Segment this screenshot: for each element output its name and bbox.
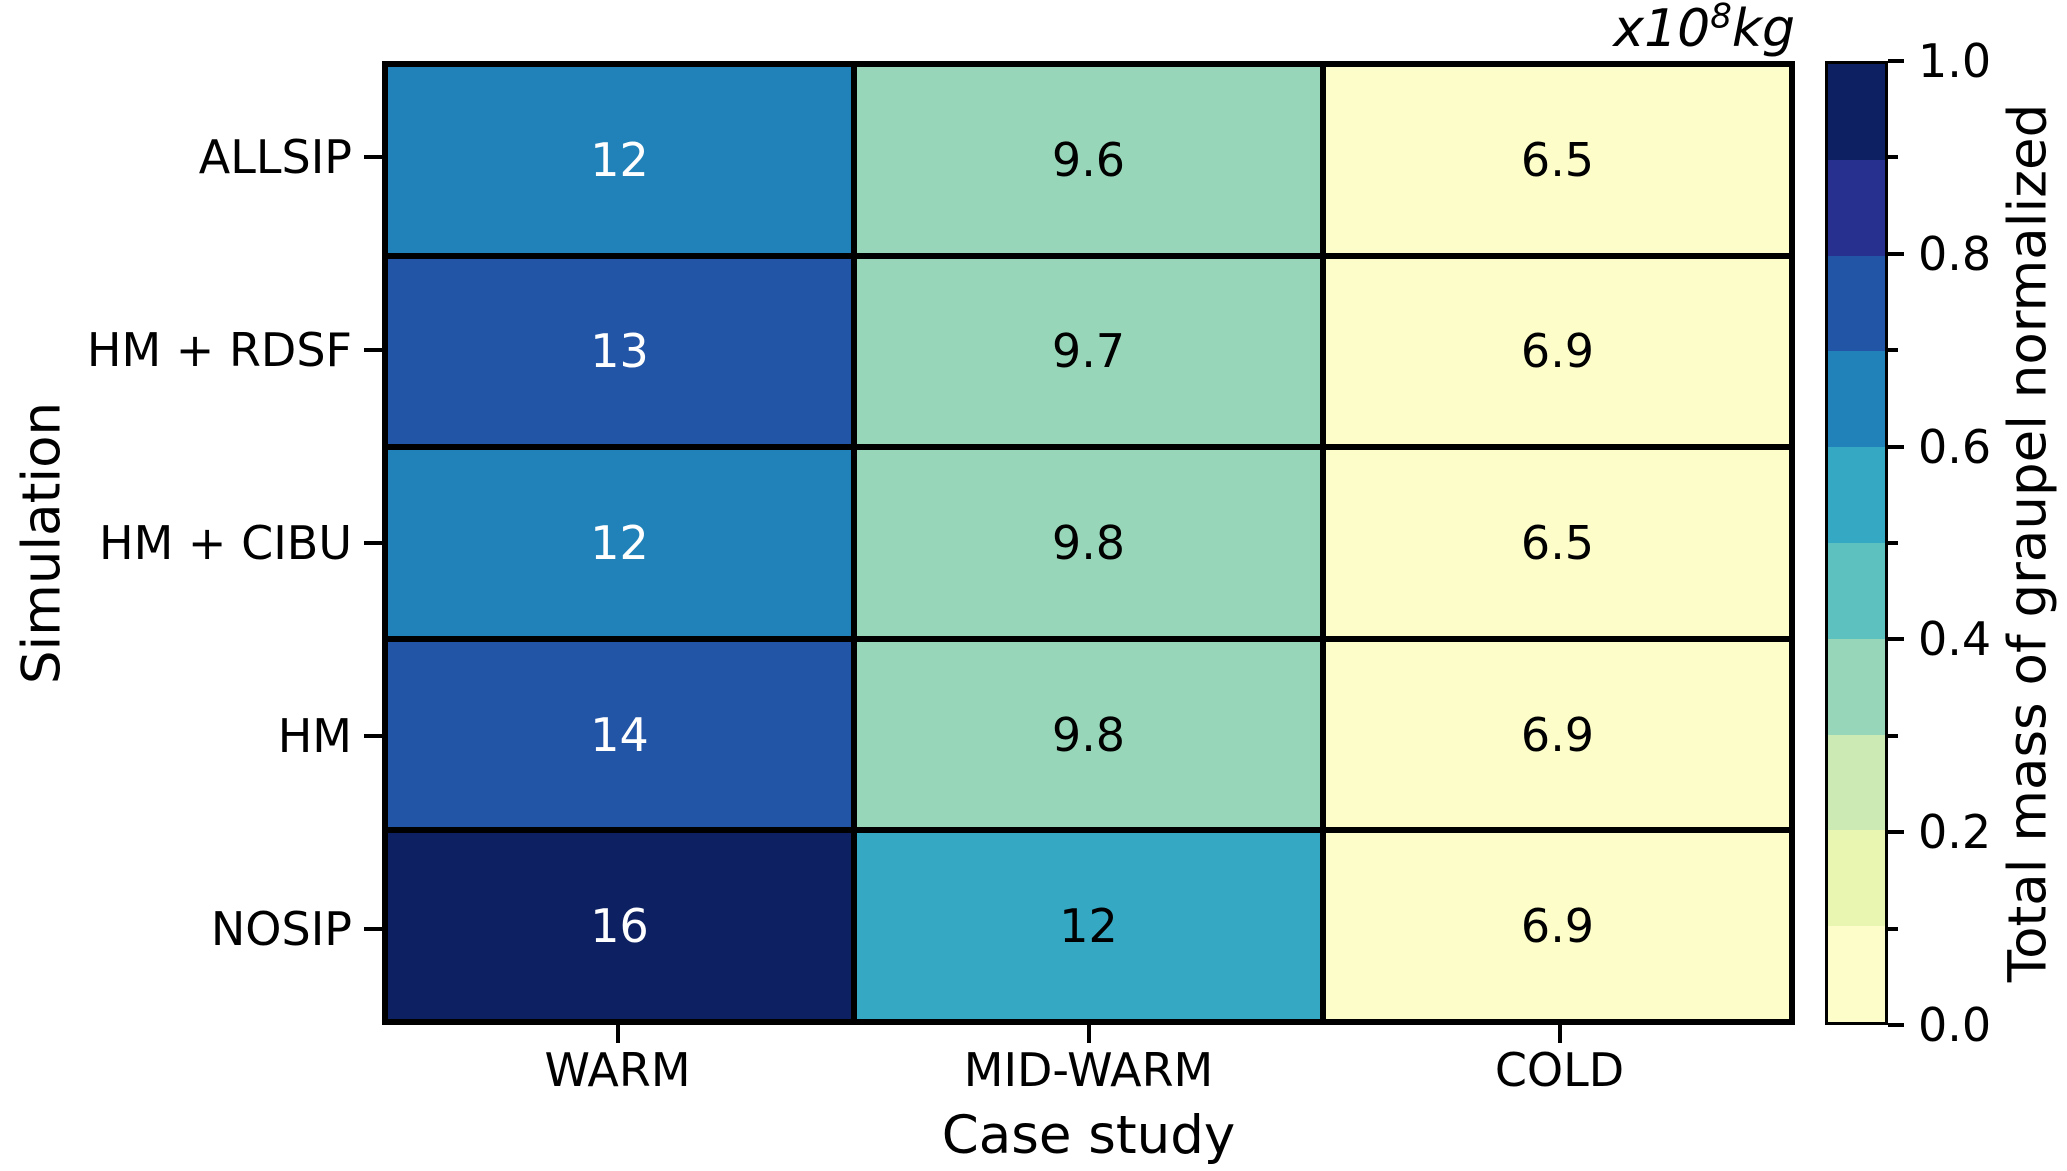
heatmap-grid: 12 9.6 6.5 13 9.7 6.9 12 9.8 6.5 14 9.8 6.9 16 12 6.9 — [382, 61, 1795, 1025]
colorbar-tick-label: 0.2 — [1918, 805, 1992, 860]
x-tick-holder — [382, 1025, 853, 1045]
heatmap-cell: 14 — [388, 641, 851, 828]
colorbar-tick-mark — [1888, 830, 1904, 835]
colorbar-ticks: 0.0 0.2 0.4 0.6 0.8 1.0 — [1888, 0, 2067, 1171]
heatmap-cell: 12 — [388, 450, 851, 636]
x-tick-holder — [853, 1025, 1324, 1045]
colorbar-segment — [1828, 926, 1885, 1022]
cell-value: 6.5 — [1520, 132, 1595, 187]
colorbar-tick-mark — [1888, 733, 1898, 738]
cell-value: 9.6 — [1051, 132, 1126, 187]
cell-value: 6.5 — [1520, 515, 1595, 570]
cell-value: 9.7 — [1051, 324, 1126, 379]
colorbar-segment — [1828, 734, 1885, 831]
y-tick-label: HM + CIBU — [99, 515, 352, 570]
cell-value: 6.9 — [1520, 899, 1595, 954]
y-tick-labels: ALLSIP HM + RDSF HM + CIBU HM NOSIP — [0, 61, 352, 1025]
cell-value: 6.9 — [1520, 324, 1595, 379]
colorbar-tick-mark — [1888, 348, 1898, 353]
y-tick-label: NOSIP — [210, 901, 352, 956]
colorbar-tick-label: 0.0 — [1918, 998, 1992, 1052]
unit-annotation: x108kg — [382, 0, 1795, 58]
colorbar-tick-mark — [1888, 444, 1904, 449]
colorbar-segment — [1828, 159, 1885, 256]
cell-value: 12 — [1059, 899, 1118, 954]
colorbar-tick-mark — [1888, 926, 1898, 931]
cell-value: 12 — [590, 515, 649, 570]
heatmap-cell: 9.7 — [857, 258, 1320, 445]
colorbar-segment — [1828, 64, 1885, 160]
x-tick-labels: WARM MID-WARM COLD — [382, 1042, 1795, 1098]
colorbar-segment — [1828, 542, 1885, 639]
x-tick-mark — [1557, 1025, 1562, 1043]
colorbar-tick-mark — [1888, 155, 1898, 160]
cell-value: 6.9 — [1520, 707, 1595, 762]
x-tick-mark — [1086, 1025, 1091, 1043]
y-tick-label: HM + RDSF — [86, 323, 352, 378]
x-tick-label: COLD — [1494, 1043, 1625, 1097]
colorbar-tick-label: 0.6 — [1918, 419, 1992, 474]
heatmap-cell: 9.8 — [857, 641, 1320, 828]
cell-value: 9.8 — [1051, 707, 1126, 762]
unit-suffix: kg — [1731, 0, 1795, 59]
y-tick-holder — [360, 639, 382, 832]
y-tick-mark — [364, 155, 382, 160]
colorbar-tick-mark — [1888, 251, 1904, 256]
cell-value: 14 — [590, 707, 649, 762]
colorbar-tick-label: 0.8 — [1918, 226, 1992, 281]
unit-base: 10 — [1644, 0, 1711, 59]
y-tick-label: HM — [277, 708, 352, 763]
heatmap-cell: 6.9 — [1326, 258, 1789, 445]
y-tick-holder — [360, 832, 382, 1025]
colorbar-segment — [1828, 830, 1885, 927]
y-tick-holder — [360, 447, 382, 640]
heatmap-cell: 13 — [388, 258, 851, 445]
heatmap-cell: 9.8 — [857, 450, 1320, 636]
y-tick-holder — [360, 61, 382, 254]
y-tick-mark — [364, 348, 382, 353]
x-tick-label: WARM — [544, 1043, 691, 1097]
cell-value: 16 — [590, 899, 649, 954]
heatmap-cell: 6.5 — [1326, 450, 1789, 636]
unit-variable: x — [1613, 0, 1645, 59]
unit-exponent: 8 — [1710, 0, 1732, 37]
colorbar-tick-mark — [1888, 637, 1904, 642]
x-axis-label: Case study — [941, 1105, 1236, 1166]
heatmap-cell: 9.6 — [857, 67, 1320, 253]
heatmap-cell: 12 — [857, 833, 1320, 1019]
colorbar-segment — [1828, 638, 1885, 735]
x-tick-label: MID-WARM — [963, 1043, 1214, 1097]
cell-value: 9.8 — [1051, 515, 1126, 570]
colorbar-segment — [1828, 447, 1885, 543]
y-tick-label: ALLSIP — [198, 130, 352, 185]
colorbar-tick-mark — [1888, 541, 1898, 545]
x-tick-mark — [615, 1025, 620, 1043]
y-tick-holder — [360, 254, 382, 447]
colorbar-tick-label: 0.4 — [1918, 612, 1992, 667]
y-tick-marks — [360, 61, 382, 1025]
colorbar — [1825, 61, 1888, 1025]
heatmap-cell: 6.9 — [1326, 833, 1789, 1019]
x-tick-holder — [1324, 1025, 1795, 1045]
y-tick-mark — [364, 733, 382, 738]
colorbar-label: Total mass of graupel normalized — [1997, 103, 2059, 983]
heatmap-cell: 16 — [388, 833, 851, 1019]
x-tick-marks — [382, 1025, 1795, 1045]
heatmap-cell: 12 — [388, 67, 851, 253]
colorbar-segment — [1828, 351, 1885, 448]
colorbar-segment — [1828, 255, 1885, 352]
cell-value: 12 — [590, 132, 649, 187]
colorbar-tick-mark — [1888, 59, 1904, 63]
cell-value: 13 — [590, 324, 649, 379]
y-tick-mark — [364, 540, 382, 545]
heatmap-cell: 6.9 — [1326, 641, 1789, 828]
colorbar-tick-mark — [1888, 1023, 1904, 1027]
colorbar-tick-label: 1.0 — [1918, 34, 1992, 88]
y-tick-mark — [364, 926, 382, 931]
heatmap-cell: 6.5 — [1326, 67, 1789, 253]
